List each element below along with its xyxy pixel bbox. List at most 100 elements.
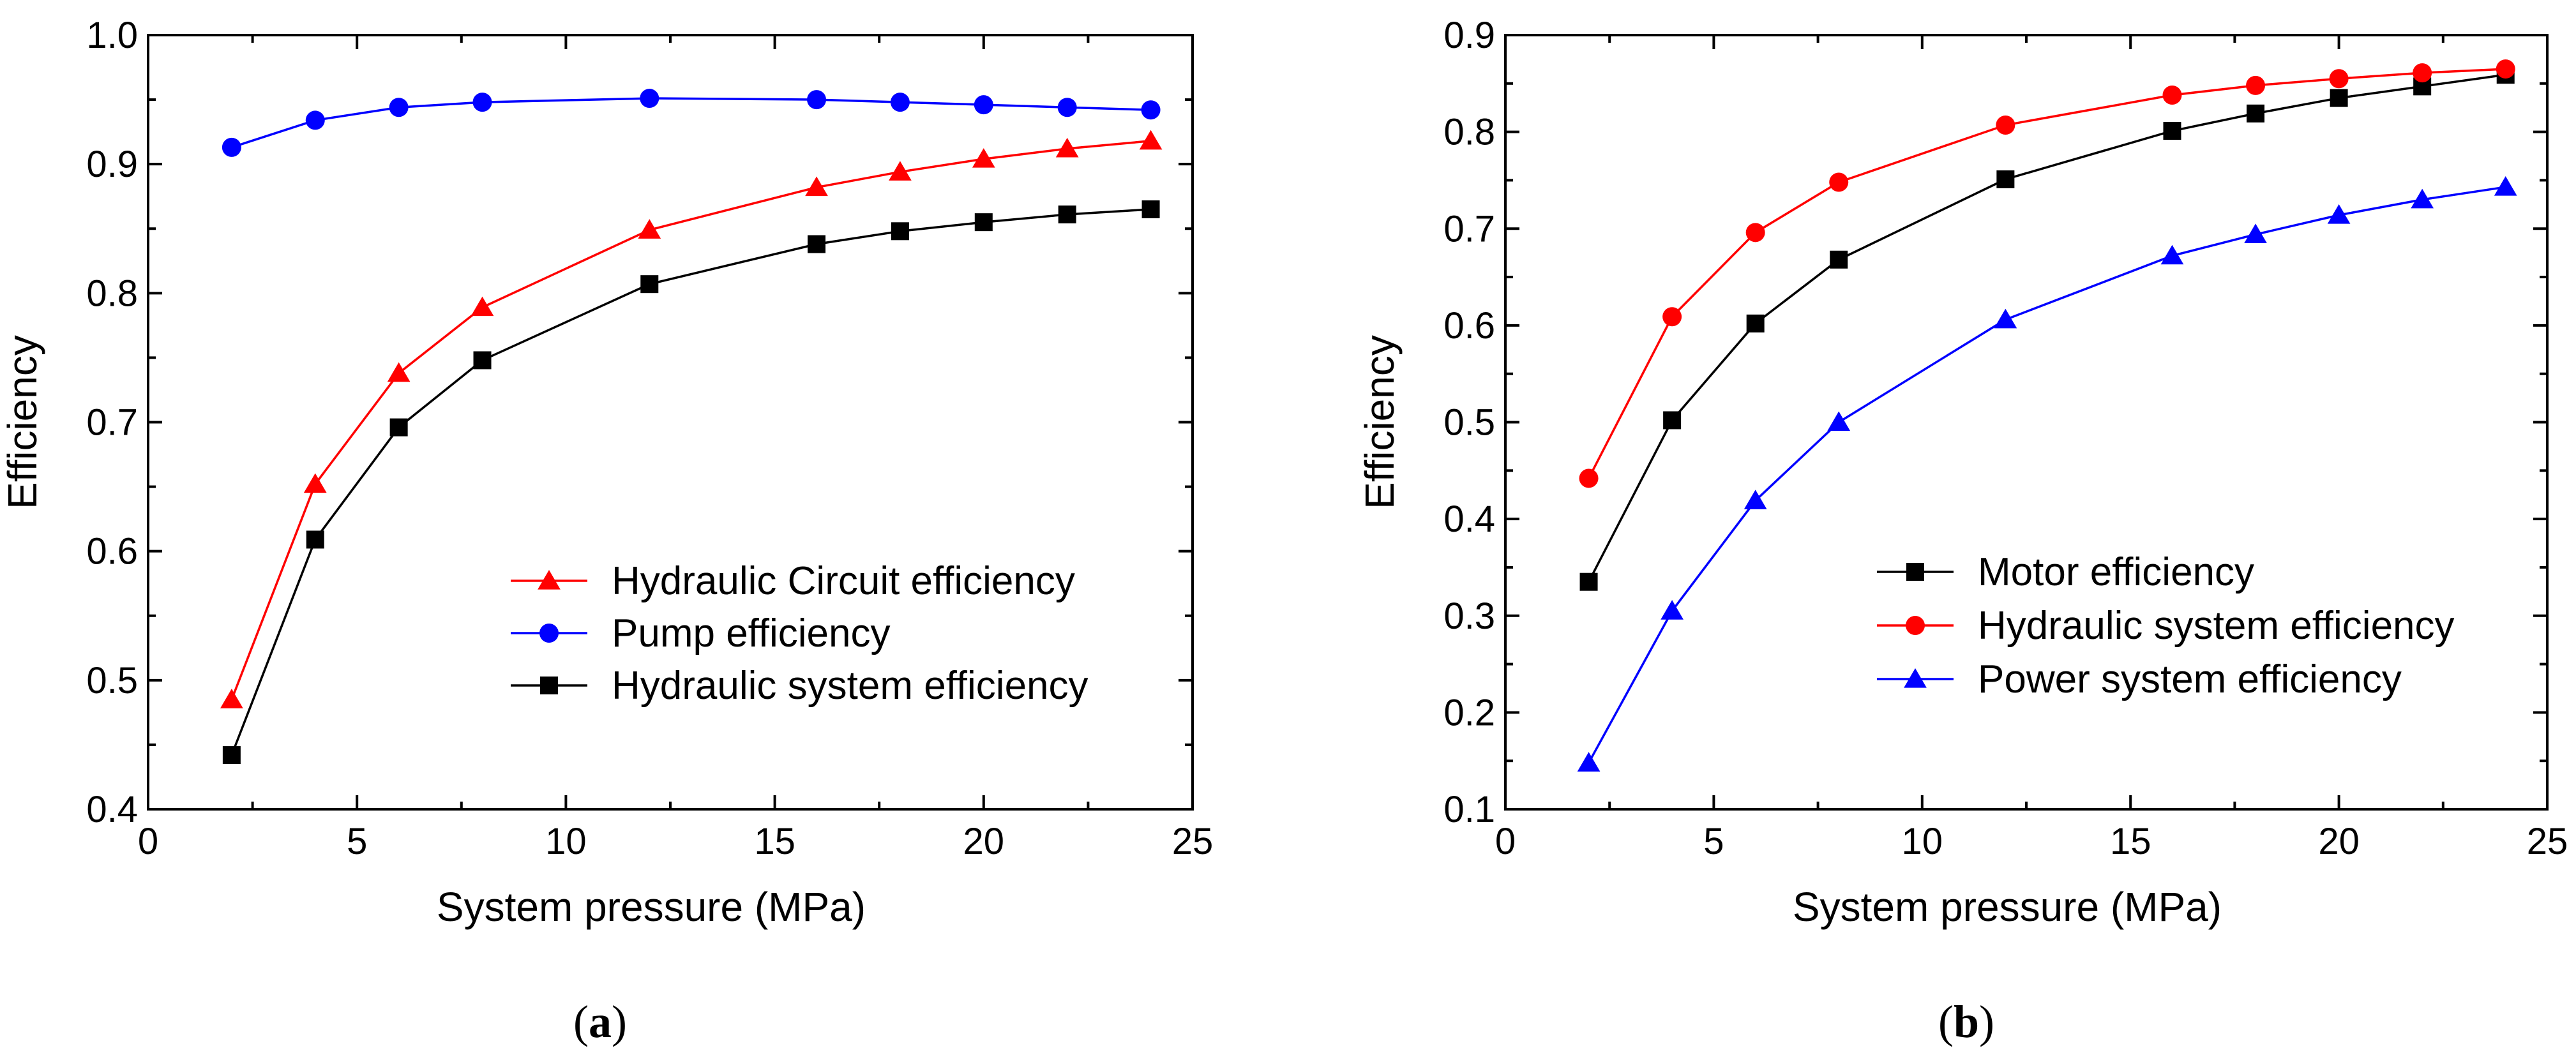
data-point bbox=[1996, 116, 2015, 135]
data-point bbox=[387, 362, 411, 382]
series-line bbox=[231, 97, 1151, 149]
x-tick-label: 20 bbox=[963, 821, 1005, 862]
legend-marker bbox=[1904, 668, 1927, 688]
data-point bbox=[2330, 89, 2348, 107]
data-point bbox=[640, 275, 659, 294]
data-point bbox=[2160, 244, 2184, 265]
data-point bbox=[1055, 137, 1079, 158]
data-point bbox=[1661, 600, 1683, 620]
legend-label: Hydraulic system efficiency bbox=[612, 664, 1088, 708]
data-point bbox=[1141, 200, 1160, 218]
data-point bbox=[974, 95, 993, 115]
series-line bbox=[1588, 186, 2506, 764]
series-hydraulic-circuit-efficiency bbox=[220, 130, 1163, 708]
legend-label: Motor efficiency bbox=[1978, 550, 2254, 594]
series-line bbox=[230, 140, 1151, 700]
y-tick-label: 0.2 bbox=[1443, 692, 1495, 733]
y-tick-label: 0.5 bbox=[86, 660, 138, 701]
data-point bbox=[1057, 98, 1077, 117]
data-point bbox=[808, 235, 826, 253]
data-point bbox=[2327, 204, 2351, 224]
x-tick-label: 5 bbox=[1703, 821, 1724, 862]
data-point bbox=[2244, 223, 2267, 243]
x-tick-label: 0 bbox=[138, 821, 158, 862]
x-tick-label: 25 bbox=[1172, 821, 1214, 862]
legend-marker bbox=[1906, 616, 1925, 635]
legend-label: Pump efficiency bbox=[612, 611, 891, 655]
data-point bbox=[222, 137, 241, 157]
data-point bbox=[1996, 170, 2015, 188]
chart-panel-b: 0 5 10 15 20 25 0.1 0.2 0.3 0.4 0.5 0.6 0.7 0.8 0.9 Sys… bbox=[1357, 15, 2568, 1047]
series-line bbox=[230, 208, 1151, 756]
x-tick-label: 10 bbox=[545, 821, 587, 862]
y-tick-label: 0.4 bbox=[86, 789, 138, 830]
data-point bbox=[220, 689, 243, 708]
x-axis-title: System pressure (MPa) bbox=[1793, 884, 2222, 930]
x-tick-label: 0 bbox=[1495, 821, 1516, 862]
y-axis-title: Efficiency bbox=[1357, 335, 1403, 509]
legend-label: Hydraulic system efficiency bbox=[1978, 604, 2455, 648]
data-point bbox=[1827, 411, 1851, 431]
series-hydraulic-system-efficiency bbox=[222, 200, 1160, 765]
y-tick-label: 0.4 bbox=[1443, 498, 1495, 540]
data-point bbox=[389, 98, 409, 117]
y-tick-label: 0.7 bbox=[1443, 208, 1495, 250]
chart-panel-a: 0 5 10 15 20 25 0.4 0.5 0.6 0.7 0.8 0.9 1.0 System pr… bbox=[0, 15, 1213, 1047]
series-line bbox=[1588, 68, 2506, 479]
legend-marker bbox=[540, 677, 558, 694]
series-pump-efficiency bbox=[222, 89, 1161, 157]
x-tick-label: 5 bbox=[347, 821, 367, 862]
legend-label: Hydraulic Circuit efficiency bbox=[612, 559, 1075, 603]
series-power-system-efficiency bbox=[1577, 176, 2517, 772]
data-point bbox=[1058, 206, 1076, 224]
legend: Motor efficiency Hydraulic system efficie… bbox=[1877, 550, 2455, 701]
y-tick-label: 0.8 bbox=[86, 273, 138, 314]
x-tick-label: 15 bbox=[754, 821, 795, 862]
x-tick-label: 20 bbox=[2318, 821, 2360, 862]
x-tick-label: 15 bbox=[2110, 821, 2151, 862]
data-point bbox=[1579, 572, 1598, 591]
data-point bbox=[222, 746, 241, 765]
data-point bbox=[471, 296, 494, 317]
data-point bbox=[1139, 130, 1163, 150]
y-tick-label: 0.3 bbox=[1443, 595, 1495, 637]
y-tick-label: 1.0 bbox=[86, 15, 138, 56]
series-line bbox=[1588, 73, 2506, 583]
series-hydraulic-system-efficiency bbox=[1579, 59, 2515, 488]
data-point bbox=[1579, 468, 1599, 488]
data-point bbox=[974, 213, 993, 232]
series-motor-efficiency bbox=[1579, 66, 2515, 591]
y-tick-label: 0.1 bbox=[1443, 789, 1495, 830]
data-point bbox=[889, 161, 912, 181]
y-tick-label: 0.7 bbox=[86, 402, 138, 444]
data-point bbox=[2411, 188, 2434, 209]
data-point bbox=[972, 148, 995, 168]
data-point bbox=[1662, 307, 1682, 327]
y-axis-title: Efficiency bbox=[0, 335, 45, 509]
data-point bbox=[807, 90, 827, 110]
data-point bbox=[1994, 308, 2017, 329]
data-point bbox=[2329, 69, 2349, 89]
data-point bbox=[2247, 104, 2265, 123]
data-point bbox=[2413, 63, 2432, 83]
data-point bbox=[2496, 59, 2515, 79]
data-point bbox=[305, 110, 325, 130]
data-point bbox=[1830, 250, 1848, 269]
legend-label: Power system efficiency bbox=[1978, 657, 2402, 701]
data-point bbox=[303, 473, 327, 493]
data-point bbox=[1745, 223, 1765, 243]
y-tick-label: 0.6 bbox=[1443, 305, 1495, 347]
data-point bbox=[472, 93, 492, 112]
data-point bbox=[1829, 172, 1849, 192]
data-point bbox=[1746, 314, 1765, 333]
data-point bbox=[1663, 411, 1682, 430]
legend-marker bbox=[538, 570, 561, 590]
data-point bbox=[306, 530, 324, 549]
y-tick-label: 0.9 bbox=[1443, 15, 1495, 56]
legend-marker bbox=[539, 624, 559, 643]
y-tick-label: 0.5 bbox=[1443, 402, 1495, 444]
data-point bbox=[891, 222, 909, 241]
y-tick-label: 0.9 bbox=[86, 144, 138, 185]
legend: Hydraulic Circuit efficiency Pump efficie… bbox=[511, 559, 1088, 708]
